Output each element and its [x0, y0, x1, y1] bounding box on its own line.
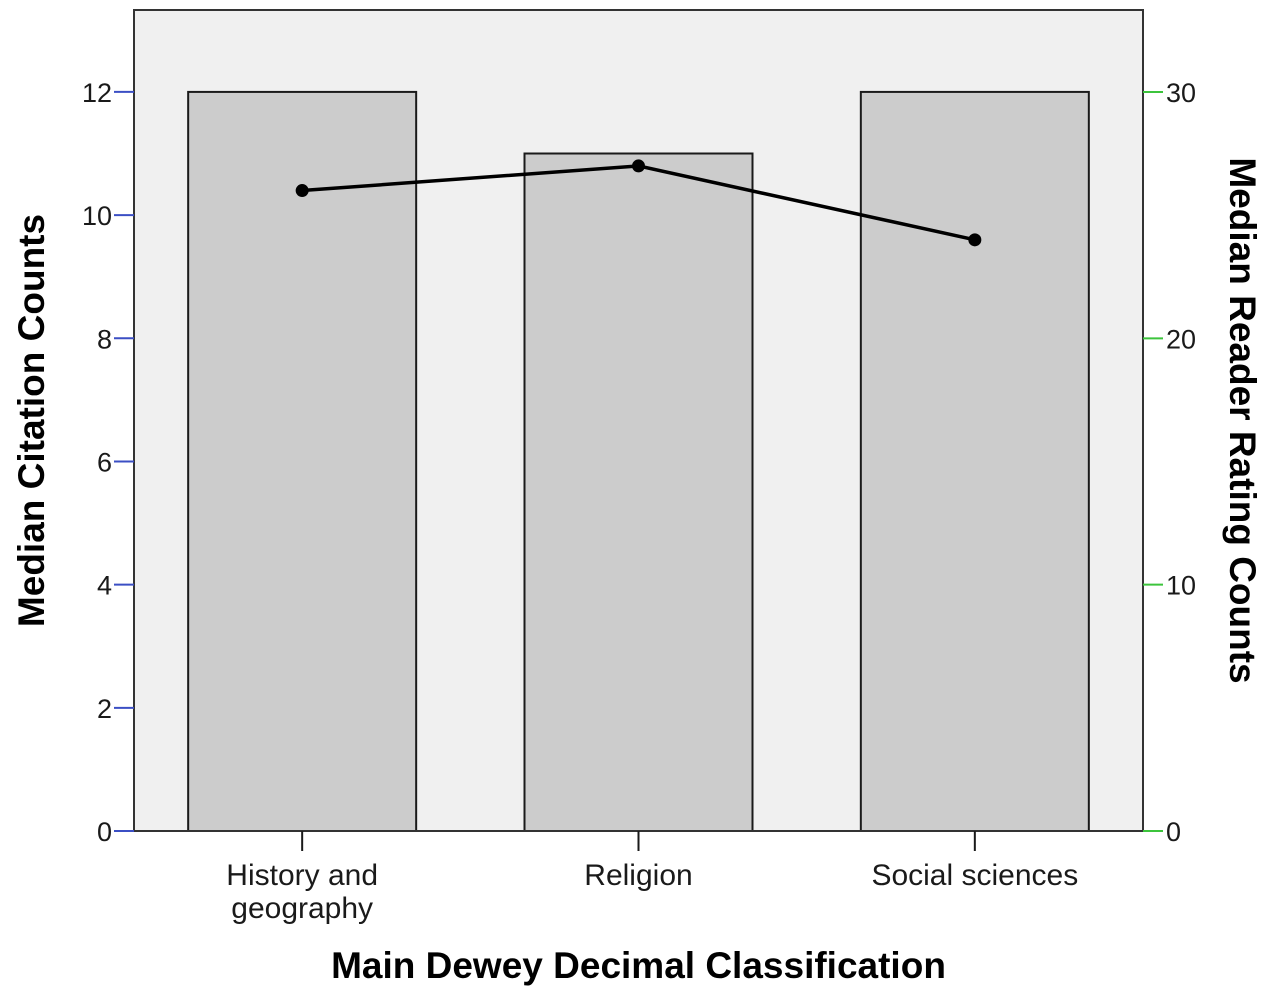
y2-tick-label-3: 30 — [1166, 78, 1196, 108]
bar-2 — [859, 90, 1090, 833]
x-tick-label-1: Religion — [584, 859, 692, 892]
line-point-2 — [968, 233, 982, 247]
y-tick-label-3: 6 — [97, 447, 112, 477]
y-tick-label-5: 10 — [82, 201, 112, 231]
bar-1 — [523, 152, 754, 833]
line-point-1 — [632, 159, 645, 173]
x-tick-label-0: History and geography — [226, 859, 378, 925]
y2-axis-title: Median Reader Rating Counts — [1222, 157, 1263, 683]
y2-tick-label-0: 0 — [1166, 817, 1181, 847]
x-axis-title: Main Dewey Decimal Classification — [331, 945, 946, 986]
y-tick-label-4: 8 — [97, 324, 112, 354]
bar-0 — [187, 90, 418, 833]
line-point-0 — [295, 184, 309, 198]
y-tick-label-0: 0 — [97, 817, 112, 847]
y-tick-label-2: 4 — [97, 571, 112, 601]
y-tick-label-6: 12 — [82, 78, 112, 108]
y2-tick-label-2: 20 — [1166, 324, 1196, 354]
y-tick-label-1: 2 — [97, 694, 112, 724]
y2-tick-label-1: 10 — [1166, 571, 1196, 601]
x-tick-label-2: Social sciences — [871, 859, 1078, 892]
y-axis-title: Median Citation Counts — [11, 214, 52, 627]
